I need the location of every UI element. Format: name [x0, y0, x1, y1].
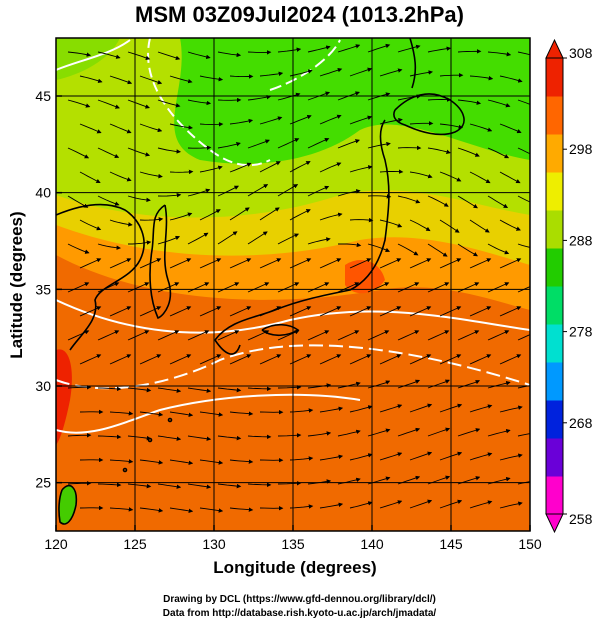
- colorbar-segment: [546, 172, 563, 211]
- colorbar-segment: [546, 438, 563, 477]
- colorbar: 308 298 288 278 268 258: [546, 40, 593, 532]
- x-tick-label: 125: [123, 536, 147, 552]
- colorbar-segment: [546, 96, 563, 135]
- colorbar-segment: [546, 362, 563, 401]
- colorbar-tick-label: 288: [569, 232, 593, 248]
- colorbar-segment: [546, 324, 563, 363]
- colorbar-segment: [546, 286, 563, 325]
- colorbar-tick-label: 298: [569, 141, 593, 157]
- colorbar-segment: [546, 58, 563, 97]
- colorbar-segment: [546, 134, 563, 173]
- streamline-arrow: [398, 148, 421, 149]
- colorbar-tick-label: 258: [569, 511, 593, 527]
- colorbar-tick-label: 308: [569, 45, 593, 61]
- credit-drawing: Drawing by DCL (https://www.gfd-dennou.o…: [0, 594, 599, 605]
- chart-title: MSM 03Z09Jul2024 (1013.2hPa): [0, 2, 599, 28]
- y-tick-label: 45: [35, 88, 51, 104]
- colorbar-segment: [546, 210, 563, 249]
- x-tick-label: 135: [281, 536, 305, 552]
- colorbar-min-arrow: [546, 514, 563, 532]
- colorbar-segment: [546, 476, 563, 515]
- colorbar-max-arrow: [546, 40, 563, 58]
- x-tick-label: 130: [202, 536, 226, 552]
- y-tick-label: 35: [35, 281, 51, 297]
- x-tick-label: 145: [439, 536, 463, 552]
- y-tick-label: 40: [35, 185, 51, 201]
- colorbar-segment: [546, 400, 563, 439]
- colorbar-segment: [546, 248, 563, 287]
- colorbar-tick-label: 278: [569, 324, 593, 340]
- colorbar-tick-label: 268: [569, 415, 593, 431]
- y-tick-label: 30: [35, 378, 51, 394]
- x-tick-label: 120: [44, 536, 68, 552]
- x-tick-label: 150: [518, 536, 542, 552]
- temperature-map: [56, 38, 540, 531]
- x-tick-label: 140: [360, 536, 384, 552]
- credit-data: Data from http://database.rish.kyoto-u.a…: [0, 608, 599, 619]
- y-axis-label: Latitude (degrees): [7, 210, 27, 360]
- streamline-arrow: [428, 100, 451, 101]
- x-axis-label: Longitude (degrees): [60, 558, 530, 578]
- y-tick-label: 25: [35, 475, 51, 491]
